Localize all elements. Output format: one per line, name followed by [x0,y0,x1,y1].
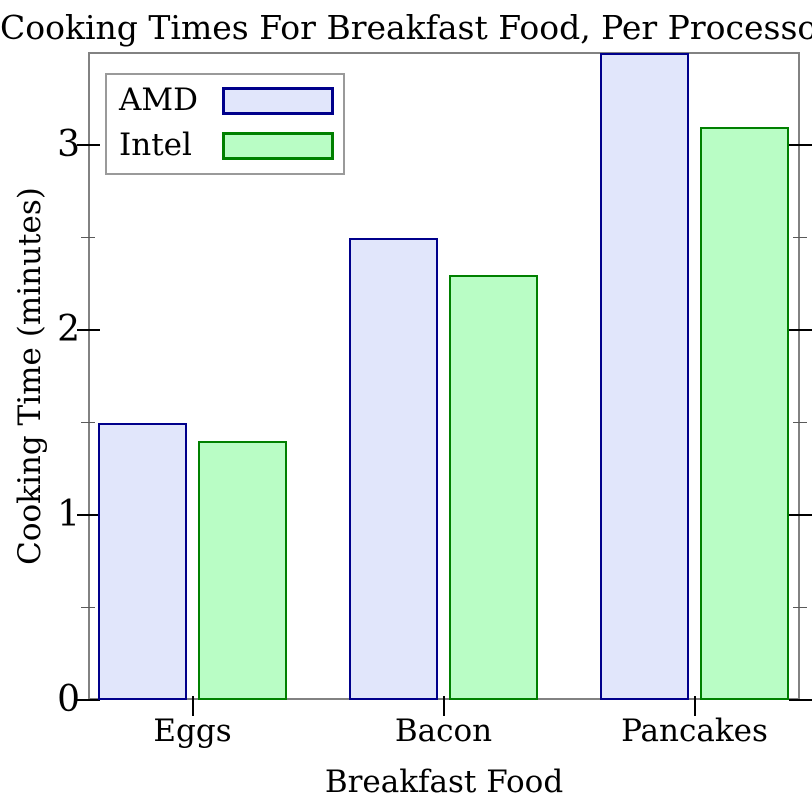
legend-item-amd: AMD [107,79,343,124]
x-tick [442,696,445,716]
y-tick-label: 3 [57,124,80,165]
y-major-tick-right [789,329,812,331]
legend: AMD Intel [105,73,345,175]
bar-amd-bacon [349,237,438,700]
y-minor-tick-right [793,236,807,238]
y-minor-tick-left [81,606,95,608]
y-minor-tick-right [793,606,807,608]
legend-swatch-intel [222,132,334,160]
bar-intel-pancakes [700,126,789,700]
y-major-tick-left [77,329,100,331]
legend-label: AMD [119,82,198,118]
bar-intel-eggs [198,441,287,700]
x-tick-label: Bacon [394,713,493,749]
bar-amd-eggs [98,422,187,700]
x-axis-title: Breakfast Food [324,764,564,800]
legend-swatch-amd [222,87,334,115]
y-minor-tick-right [793,421,807,423]
x-tick [191,696,194,716]
y-major-tick-right [789,699,812,701]
x-tick [693,696,696,716]
legend-item-intel: Intel [107,124,343,169]
x-tick-label: Eggs [153,713,232,749]
y-tick-label: 0 [57,679,80,720]
y-minor-tick-left [81,236,95,238]
y-major-tick-left [77,514,100,516]
y-tick-label: 2 [57,309,80,350]
x-tick-label: Pancakes [621,713,768,749]
y-major-tick-left [77,144,100,146]
y-major-tick-left [77,699,100,701]
legend-label: Intel [119,127,192,163]
bar-amd-pancakes [600,52,689,700]
y-tick-label: 1 [57,494,80,535]
bar-intel-bacon [449,274,538,700]
chart-title: Cooking Times For Breakfast Food, Per Pr… [0,8,812,47]
y-major-tick-right [789,514,812,516]
y-minor-tick-left [81,421,95,423]
y-major-tick-right [789,144,812,146]
